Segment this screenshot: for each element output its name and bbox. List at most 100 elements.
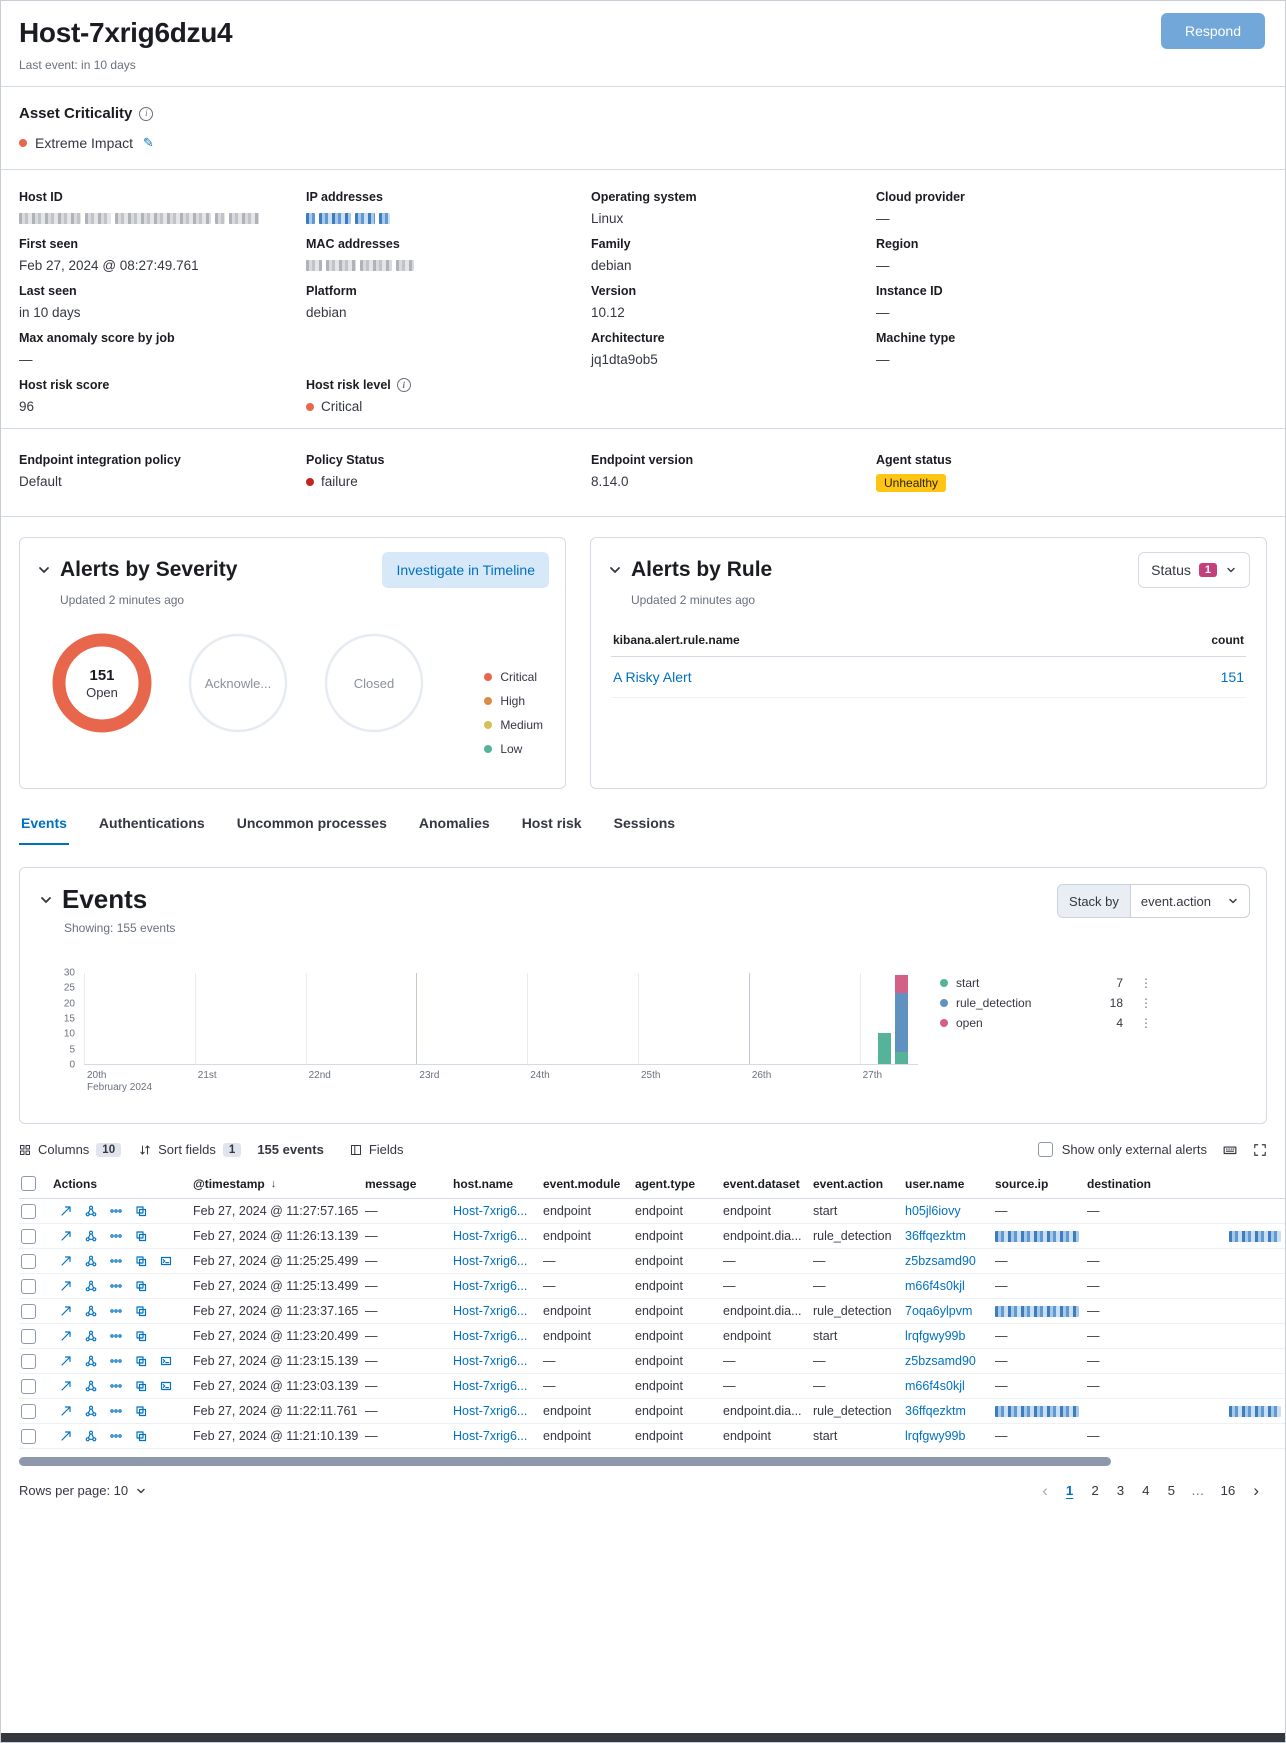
add-to-timeline-icon[interactable] bbox=[128, 1301, 153, 1321]
row-checkbox[interactable] bbox=[21, 1303, 36, 1319]
add-to-timeline-icon[interactable] bbox=[128, 1201, 153, 1221]
tab-authentications[interactable]: Authentications bbox=[97, 815, 207, 845]
host-name-cell-link[interactable]: Host-7xrig6... bbox=[453, 1329, 528, 1343]
user-name-cell-link[interactable]: m66f4s0kjl bbox=[905, 1379, 965, 1393]
host-name-cell-link[interactable]: Host-7xrig6... bbox=[453, 1404, 528, 1418]
horizontal-scrollbar[interactable] bbox=[19, 1457, 1111, 1466]
user-name-cell-link[interactable]: lrqfgwy99b bbox=[905, 1429, 966, 1443]
more-actions-icon[interactable] bbox=[103, 1301, 128, 1321]
host-name-cell-link[interactable]: Host-7xrig6... bbox=[453, 1304, 528, 1318]
expand-event-icon[interactable] bbox=[53, 1401, 78, 1421]
legend-actions-icon[interactable]: ⋮ bbox=[1140, 996, 1152, 1010]
add-to-timeline-icon[interactable] bbox=[128, 1226, 153, 1246]
tab-anomalies[interactable]: Anomalies bbox=[417, 815, 492, 845]
severity-donut-closed[interactable]: Closed bbox=[322, 631, 426, 735]
expand-event-icon[interactable] bbox=[53, 1351, 78, 1371]
edit-pencil-icon[interactable]: ✎ bbox=[143, 135, 154, 150]
keyboard-shortcuts-icon[interactable] bbox=[1223, 1143, 1237, 1157]
user-name-cell-link[interactable]: z5bzsamd90 bbox=[905, 1254, 976, 1268]
open-session-view-icon[interactable] bbox=[153, 1251, 178, 1271]
show-external-alerts-toggle[interactable]: Show only external alerts bbox=[1037, 1142, 1207, 1157]
row-checkbox[interactable] bbox=[21, 1353, 36, 1369]
more-actions-icon[interactable] bbox=[103, 1401, 128, 1421]
user-name-cell-link[interactable]: lrqfgwy99b bbox=[905, 1329, 966, 1343]
row-checkbox[interactable] bbox=[21, 1428, 36, 1444]
expand-event-icon[interactable] bbox=[53, 1301, 78, 1321]
page-button-4[interactable]: 4 bbox=[1134, 1480, 1157, 1501]
tab-events[interactable]: Events bbox=[19, 815, 69, 845]
page-button-1[interactable]: 1 bbox=[1058, 1480, 1081, 1501]
row-checkbox[interactable] bbox=[21, 1278, 36, 1294]
user-name-cell-link[interactable]: 36ffqezktm bbox=[905, 1229, 966, 1243]
more-actions-icon[interactable] bbox=[103, 1376, 128, 1396]
page-button-16[interactable]: 16 bbox=[1213, 1480, 1244, 1501]
tab-sessions[interactable]: Sessions bbox=[612, 815, 677, 845]
fullscreen-icon[interactable] bbox=[1253, 1143, 1267, 1157]
respond-button[interactable]: Respond bbox=[1160, 13, 1265, 49]
analyze-event-icon[interactable] bbox=[78, 1226, 103, 1246]
add-to-timeline-icon[interactable] bbox=[128, 1276, 153, 1296]
columns-button[interactable]: Columns 10 bbox=[19, 1142, 122, 1157]
user-name-cell-link[interactable]: 36ffqezktm bbox=[905, 1404, 966, 1418]
row-checkbox[interactable] bbox=[21, 1378, 36, 1394]
user-name-cell-link[interactable]: 7oqa6ylpvm bbox=[905, 1304, 973, 1318]
select-all-checkbox[interactable] bbox=[21, 1176, 36, 1191]
more-actions-icon[interactable] bbox=[103, 1426, 128, 1446]
add-to-timeline-icon[interactable] bbox=[128, 1376, 153, 1396]
next-page-button[interactable]: › bbox=[1245, 1482, 1267, 1499]
analyze-event-icon[interactable] bbox=[78, 1401, 103, 1421]
tab-uncommon-processes[interactable]: Uncommon processes bbox=[235, 815, 389, 845]
analyze-event-icon[interactable] bbox=[78, 1376, 103, 1396]
more-actions-icon[interactable] bbox=[103, 1251, 128, 1271]
host-name-cell-link[interactable]: Host-7xrig6... bbox=[453, 1254, 528, 1268]
bar-segment-start[interactable] bbox=[877, 1033, 891, 1064]
rows-per-page-button[interactable]: Rows per page: 10 bbox=[19, 1483, 147, 1498]
bar-segment-rule-detection[interactable] bbox=[895, 993, 909, 1052]
legend-actions-icon[interactable]: ⋮ bbox=[1140, 976, 1152, 990]
status-filter-button[interactable]: Status 1 bbox=[1138, 552, 1250, 588]
sort-fields-button[interactable]: Sort fields 1 bbox=[139, 1142, 242, 1157]
page-button-2[interactable]: 2 bbox=[1083, 1480, 1106, 1501]
open-session-view-icon[interactable] bbox=[153, 1376, 178, 1396]
collapse-chevron-icon[interactable] bbox=[36, 562, 52, 578]
user-name-cell-link[interactable]: h05jl6iovy bbox=[905, 1204, 961, 1218]
collapse-chevron-icon[interactable] bbox=[607, 562, 623, 578]
analyze-event-icon[interactable] bbox=[78, 1326, 103, 1346]
legend-actions-icon[interactable]: ⋮ bbox=[1140, 1016, 1152, 1030]
user-name-cell-link[interactable]: z5bzsamd90 bbox=[905, 1354, 976, 1368]
info-icon[interactable]: i bbox=[139, 106, 154, 121]
add-to-timeline-icon[interactable] bbox=[128, 1326, 153, 1346]
severity-donut-acknowle[interactable]: Acknowle... bbox=[186, 631, 290, 735]
sort-desc-icon[interactable]: ↓ bbox=[270, 1177, 277, 1190]
stack-by-control[interactable]: Stack by event.action bbox=[1057, 884, 1250, 918]
host-name-cell-link[interactable]: Host-7xrig6... bbox=[453, 1354, 528, 1368]
user-name-cell-link[interactable]: m66f4s0kjl bbox=[905, 1279, 965, 1293]
more-actions-icon[interactable] bbox=[103, 1326, 128, 1346]
analyze-event-icon[interactable] bbox=[78, 1351, 103, 1371]
analyze-event-icon[interactable] bbox=[78, 1251, 103, 1271]
expand-event-icon[interactable] bbox=[53, 1276, 78, 1296]
more-actions-icon[interactable] bbox=[103, 1201, 128, 1221]
bar-segment-start[interactable] bbox=[895, 1051, 909, 1064]
expand-event-icon[interactable] bbox=[53, 1326, 78, 1346]
analyze-event-icon[interactable] bbox=[78, 1301, 103, 1321]
add-to-timeline-icon[interactable] bbox=[128, 1426, 153, 1446]
info-icon[interactable]: i bbox=[396, 378, 411, 392]
severity-donut-open[interactable]: 151 Open bbox=[50, 631, 154, 735]
page-button-5[interactable]: 5 bbox=[1160, 1480, 1183, 1501]
add-to-timeline-icon[interactable] bbox=[128, 1251, 153, 1271]
host-name-cell-link[interactable]: Host-7xrig6... bbox=[453, 1429, 528, 1443]
tab-host-risk[interactable]: Host risk bbox=[520, 815, 584, 845]
fields-button[interactable]: Fields bbox=[350, 1142, 404, 1157]
open-session-view-icon[interactable] bbox=[153, 1351, 178, 1371]
analyze-event-icon[interactable] bbox=[78, 1276, 103, 1296]
more-actions-icon[interactable] bbox=[103, 1351, 128, 1371]
host-name-cell-link[interactable]: Host-7xrig6... bbox=[453, 1204, 528, 1218]
collapse-chevron-icon[interactable] bbox=[38, 892, 54, 908]
row-checkbox[interactable] bbox=[21, 1228, 36, 1244]
previous-page-button[interactable]: ‹ bbox=[1034, 1482, 1056, 1499]
bar-segment-open[interactable] bbox=[895, 975, 909, 994]
host-name-cell-link[interactable]: Host-7xrig6... bbox=[453, 1379, 528, 1393]
expand-event-icon[interactable] bbox=[53, 1251, 78, 1271]
more-actions-icon[interactable] bbox=[103, 1276, 128, 1296]
